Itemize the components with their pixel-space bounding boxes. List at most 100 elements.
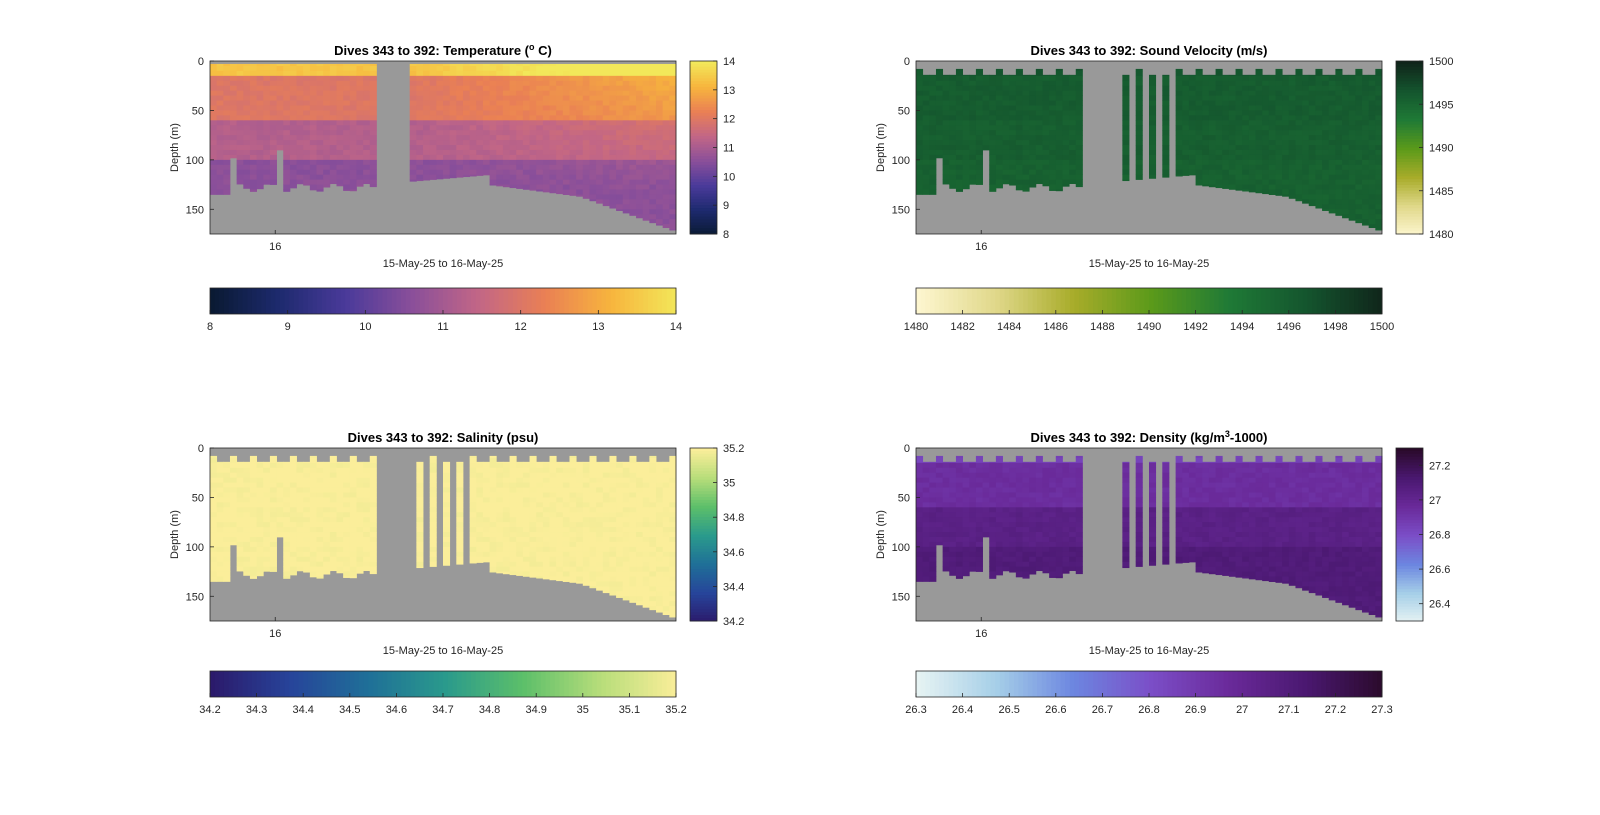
heatmap-cell xyxy=(296,472,304,479)
heatmap-cell xyxy=(482,507,490,513)
heatmap-cell xyxy=(1355,179,1363,185)
heatmap-cell xyxy=(602,576,610,582)
heatmap-cell xyxy=(589,149,597,156)
heatmap-cell xyxy=(1162,130,1170,136)
heatmap-cell xyxy=(609,110,617,116)
heatmap-cell xyxy=(1242,149,1250,156)
heatmap-cell xyxy=(349,556,357,563)
heatmap-cell xyxy=(929,164,937,171)
heatmap-cell xyxy=(662,209,670,215)
heatmap-cell xyxy=(1035,105,1043,111)
heatmap-cell xyxy=(602,546,610,553)
heatmap-cell xyxy=(556,65,564,72)
heatmap-cell xyxy=(1248,189,1256,193)
hcolorbar-swatch xyxy=(1097,288,1103,314)
heatmap-cell xyxy=(1295,105,1303,111)
heatmap-cell xyxy=(622,125,630,131)
heatmap-cell xyxy=(1069,135,1077,141)
heatmap-cell xyxy=(1308,174,1316,181)
heatmap-cell xyxy=(569,154,577,161)
hcolorbar-swatch xyxy=(415,288,421,314)
heatmap-cell xyxy=(649,159,657,166)
heatmap-cell xyxy=(1235,154,1243,161)
heatmap-cell xyxy=(609,536,617,543)
colorbar-swatch xyxy=(1396,193,1423,198)
heatmap-cell xyxy=(1002,100,1010,106)
heatmap-cell xyxy=(223,517,231,523)
heatmap-cell xyxy=(496,566,504,572)
hcolorbar-tick-label: 1500 xyxy=(1370,321,1394,333)
heatmap-cell xyxy=(549,85,557,92)
heatmap-cell xyxy=(363,477,371,483)
heatmap-cell xyxy=(1175,164,1183,171)
heatmap-cell xyxy=(289,517,297,523)
heatmap-cell xyxy=(243,536,251,543)
heatmap-cell xyxy=(1295,110,1303,116)
heatmap-cell xyxy=(529,159,537,166)
colorbar-swatch xyxy=(690,86,717,91)
heatmap-cell xyxy=(609,467,617,474)
heatmap-cell xyxy=(336,536,344,543)
heatmap-cell xyxy=(283,522,291,528)
heatmap-cell xyxy=(995,100,1003,106)
hcolorbar-swatch xyxy=(925,288,931,314)
heatmap-cell xyxy=(276,140,284,146)
heatmap-cell xyxy=(276,502,284,508)
heatmap-cell xyxy=(602,110,610,116)
heatmap-cell xyxy=(1342,140,1350,146)
heatmap-cell xyxy=(556,135,564,141)
heatmap-cell xyxy=(223,169,231,176)
heatmap-cell xyxy=(569,159,577,166)
heatmap-cell xyxy=(1122,115,1130,121)
heatmap-cell xyxy=(263,85,271,92)
heatmap-cell xyxy=(343,169,351,176)
heatmap-cell xyxy=(955,68,963,72)
heatmap-cell xyxy=(1348,214,1356,220)
heatmap-cell xyxy=(243,90,251,96)
heatmap-cell xyxy=(303,65,311,72)
heatmap-cell xyxy=(1022,184,1030,190)
heatmap-cell xyxy=(369,536,377,543)
hcolorbar-swatch xyxy=(1368,288,1374,314)
heatmap-cell xyxy=(1188,120,1196,126)
heatmap-cell xyxy=(1295,80,1303,87)
hcolorbar-swatch xyxy=(345,288,351,314)
heatmap-cell xyxy=(1288,115,1296,121)
heatmap-cell xyxy=(469,169,477,176)
heatmap-cell xyxy=(935,130,944,136)
heatmap-cell xyxy=(1342,169,1350,176)
heatmap-cell xyxy=(496,472,504,479)
heatmap-cell xyxy=(549,70,557,77)
heatmap-cell xyxy=(562,546,570,553)
heatmap-cell xyxy=(616,140,624,146)
hcolorbar-swatch xyxy=(517,288,523,314)
heatmap-cell xyxy=(576,120,584,126)
heatmap-cell xyxy=(556,576,564,582)
heatmap-cell xyxy=(582,492,590,498)
heatmap-cell xyxy=(489,477,497,483)
y-axis-label: Depth (m) xyxy=(169,123,181,172)
heatmap-cell xyxy=(303,556,311,563)
hcolorbar-swatch xyxy=(1274,288,1280,314)
hcolorbar-swatch xyxy=(1284,288,1290,314)
heatmap-cell xyxy=(589,80,597,87)
heatmap-cell xyxy=(443,125,451,131)
heatmap-cell xyxy=(975,125,983,131)
hcolorbar-swatch xyxy=(1204,288,1211,314)
heatmap-cell xyxy=(522,130,530,136)
heatmap-cell xyxy=(1202,75,1210,82)
hcolorbar-swatch xyxy=(410,288,416,314)
heatmap-cell xyxy=(1202,120,1210,126)
heatmap-cell xyxy=(629,194,637,200)
heatmap-cell xyxy=(569,100,577,106)
heatmap-cell xyxy=(529,477,537,483)
heatmap-cell xyxy=(1375,149,1383,156)
heatmap-cell xyxy=(343,502,351,508)
hcolorbar-swatch xyxy=(377,288,383,314)
heatmap-cell xyxy=(283,536,291,543)
heatmap-cell xyxy=(249,184,257,190)
heatmap-cell xyxy=(616,541,624,548)
heatmap-cell xyxy=(569,174,577,181)
heatmap-cell xyxy=(1215,169,1223,176)
heatmap-cell xyxy=(336,140,344,146)
